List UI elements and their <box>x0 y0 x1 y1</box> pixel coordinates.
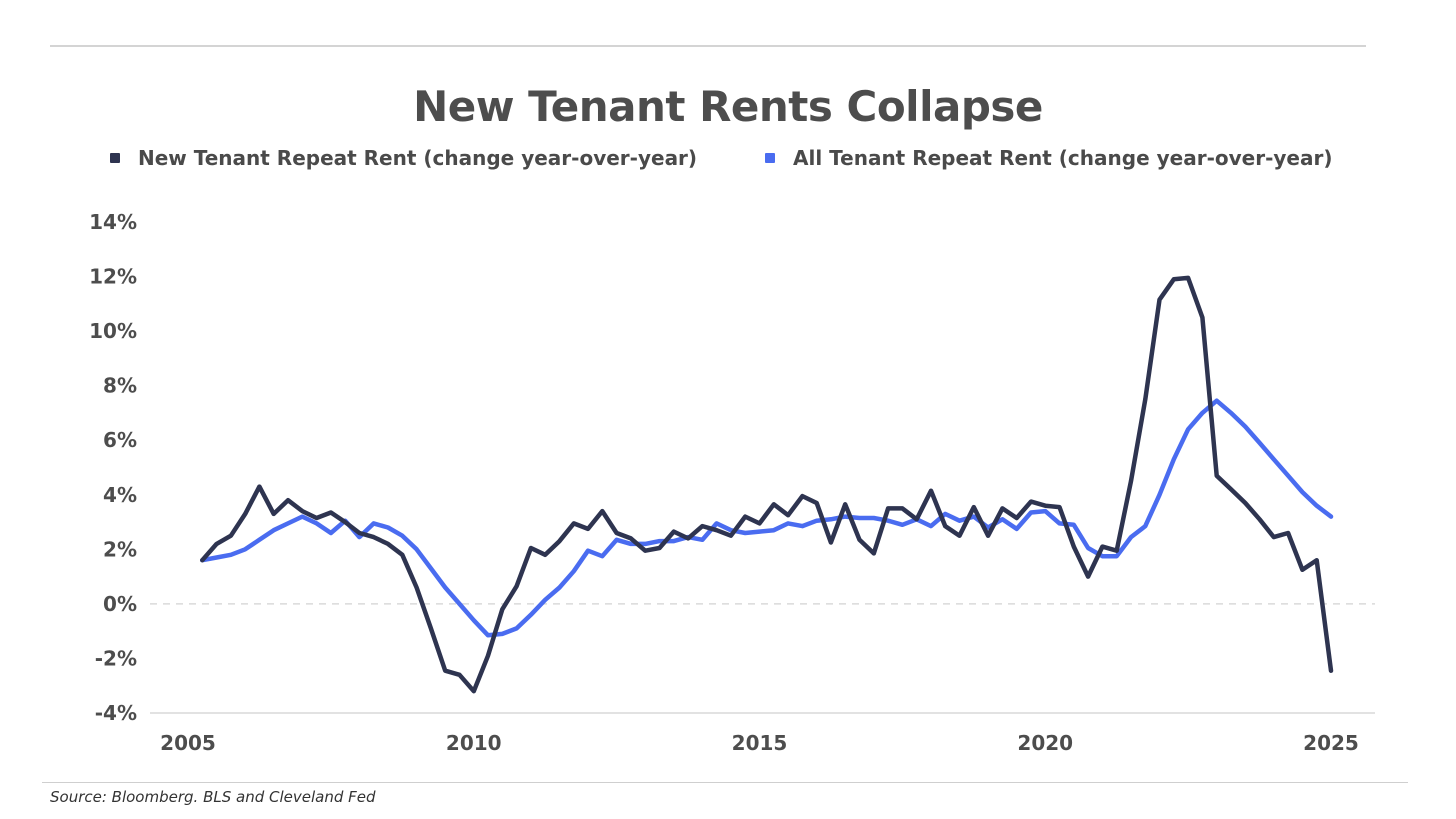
legend-swatch-all-tenant <box>765 153 775 163</box>
series-layer <box>200 275 1334 694</box>
legend-label-new-tenant: New Tenant Repeat Rent (change year-over… <box>138 146 698 170</box>
y-tick-label: 12% <box>89 265 137 289</box>
y-tick-label: 6% <box>103 428 137 452</box>
y-axis: -4% -2% 0% 2% 4% 6% 8% 10% 12% 14% <box>89 210 137 725</box>
y-tick-label: -4% <box>95 701 137 725</box>
series-line-all-tenant <box>200 398 1334 638</box>
y-tick-label: 14% <box>89 210 137 234</box>
y-tick-label: 8% <box>103 374 137 398</box>
x-tick-label: 2005 <box>160 731 216 755</box>
source-note: Source: Bloomberg. BLS and Cleveland Fed <box>50 788 376 806</box>
y-tick-label: 10% <box>89 319 137 343</box>
legend-swatch-new-tenant <box>110 153 120 163</box>
x-tick-label: 2025 <box>1303 731 1359 755</box>
y-tick-label: 2% <box>103 537 137 561</box>
x-tick-label: 2010 <box>446 731 502 755</box>
top-divider <box>50 45 1366 47</box>
legend-item-new-tenant: New Tenant Repeat Rent (change year-over… <box>110 146 697 170</box>
y-tick-label: 4% <box>103 483 137 507</box>
series-line-new-tenant <box>200 275 1334 694</box>
chart-legend: New Tenant Repeat Rent (change year-over… <box>0 146 1456 176</box>
x-axis: 2005 2010 2015 2020 2025 <box>160 731 1359 755</box>
bottom-divider <box>42 782 1408 783</box>
y-tick-label: 0% <box>103 592 137 616</box>
y-tick-label: -2% <box>95 646 137 670</box>
chart-title: New Tenant Rents Collapse <box>413 82 1043 131</box>
legend-item-all-tenant: All Tenant Repeat Rent (change year-over… <box>765 146 1332 170</box>
x-tick-label: 2015 <box>732 731 788 755</box>
legend-label-all-tenant: All Tenant Repeat Rent (change year-over… <box>793 146 1333 170</box>
x-tick-label: 2020 <box>1017 731 1073 755</box>
